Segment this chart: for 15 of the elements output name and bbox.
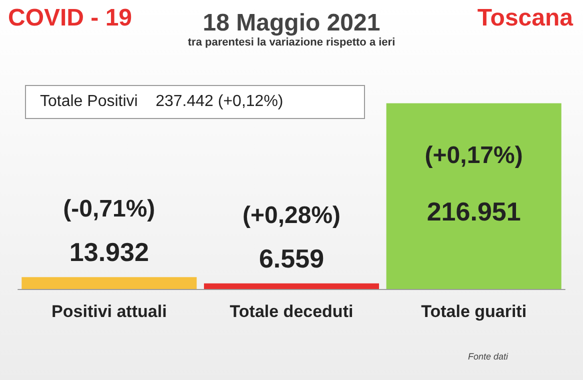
- data-label: 216.951: [426, 196, 521, 226]
- annotation: (+0,28%): [242, 202, 341, 229]
- x-tick-label: Totale guariti: [421, 302, 527, 321]
- text: Toscana: [477, 4, 574, 32]
- x-tick-label: Totale deceduti: [230, 302, 354, 321]
- text: COVID - 19: [8, 4, 132, 32]
- chart-title: 18 Maggio 2021: [202, 10, 380, 36]
- data-label: 6.559: [258, 243, 324, 274]
- annotation: (-0,71%): [63, 196, 156, 223]
- x-tick-label: Positivi attuali: [52, 302, 167, 321]
- text-box: Totale Positivi 237.442 (+0,12%): [25, 85, 365, 119]
- chart-subtitle: tra parentesi la variazione rispetto a ieri: [188, 36, 396, 48]
- annotation: (+0,17%): [424, 142, 523, 169]
- source-note: Fonte dati: [468, 352, 509, 362]
- data-label: 13.932: [69, 237, 149, 268]
